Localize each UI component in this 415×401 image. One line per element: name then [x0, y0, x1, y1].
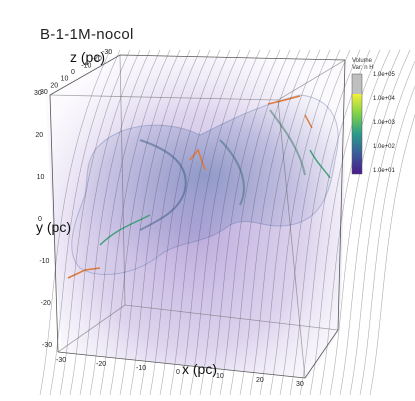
x-tick-label: 10 [216, 373, 224, 380]
y-tick-label: 10 [37, 174, 45, 181]
field-line [159, 49, 231, 396]
filament-hot [189, 148, 206, 171]
dense-cloud [71, 94, 339, 275]
field-line [129, 49, 201, 396]
filament-mid [309, 149, 331, 179]
field-line [209, 49, 281, 396]
colorbar-head [352, 74, 362, 94]
field-line [349, 60, 415, 396]
field-line [99, 49, 171, 396]
legend-tick-label: 1.0e+04 [373, 96, 395, 102]
legend-tick-label: 1.0e+03 [373, 120, 395, 126]
legend-tick-label: 1.0e+05 [373, 72, 395, 78]
x-tick-label: -30 [56, 357, 66, 364]
y-tick-label: -10 [39, 258, 49, 265]
z-tick-label: 10 [61, 76, 69, 83]
field-line [239, 49, 311, 396]
legend-tick-label: 1.0e+02 [373, 144, 395, 150]
field-line [149, 49, 221, 396]
field-line [289, 49, 361, 396]
legend-title-line2: Var: n H [352, 65, 374, 71]
magnetic-field-lines [39, 49, 415, 396]
field-line [119, 49, 191, 396]
field-line [109, 49, 181, 396]
legend-tick-label: 1.0e+01 [373, 168, 395, 174]
x-tick-label: -20 [96, 361, 106, 368]
z-tick-label: 30 [40, 89, 48, 96]
x-tick-label: 20 [256, 377, 264, 384]
field-line [249, 49, 321, 396]
x-axis-label: x (pc) [182, 361, 217, 377]
x-tick-label: 0 [176, 369, 180, 376]
y-tick-label: -30 [42, 342, 52, 349]
field-line [169, 49, 241, 396]
z-tick-label: -30 [102, 49, 112, 56]
filament-hot [67, 267, 101, 279]
field-line [199, 49, 271, 396]
field-line [139, 49, 211, 396]
cloud-wisp [139, 139, 187, 231]
field-line [189, 49, 261, 396]
bounding-box [49, 54, 346, 379]
field-line [269, 49, 341, 396]
colorbar-legend: Volume Var: n H 1.0e+05 1.0e+04 1.0e+03 1.0… [350, 58, 410, 174]
field-line [39, 49, 111, 396]
field-line [259, 49, 331, 396]
cloud-wisp [219, 139, 245, 206]
field-line [219, 49, 291, 396]
field-line [329, 49, 401, 396]
filament-hot [267, 95, 301, 105]
x-tick-label: 30 [296, 381, 304, 388]
field-line [319, 49, 391, 396]
field-line [79, 49, 151, 396]
field-line [229, 49, 301, 396]
legend-title: Volume Var: n H [350, 58, 374, 72]
field-line [299, 49, 371, 396]
x-axis-ticks: -30 -20 -10 0 10 20 30 [56, 357, 304, 388]
y-axis-label: y (pc) [36, 219, 71, 235]
z-axis-label: z (pc) [70, 49, 105, 65]
y-tick-label: -20 [41, 300, 51, 307]
z-tick-label: 20 [50, 82, 58, 89]
colorbar [352, 94, 362, 174]
field-line [49, 49, 121, 396]
field-line [359, 85, 415, 396]
legend-title-line1: Volume [352, 58, 373, 64]
field-line [69, 49, 141, 396]
y-tick-label: 30 [34, 90, 42, 97]
z-tick-label: 0 [71, 69, 75, 76]
field-line [59, 49, 131, 396]
z-tick-label: -10 [81, 62, 91, 69]
field-line [339, 49, 411, 396]
z-tick-label: -20 [92, 56, 102, 63]
y-tick-label: 20 [35, 132, 43, 139]
field-line [279, 49, 351, 396]
field-line [179, 49, 251, 396]
filament-hot [304, 114, 313, 129]
y-axis-ticks: 30 20 10 0 -10 -20 -30 [34, 90, 52, 349]
cloud-wisp [269, 109, 306, 176]
x-tick-label: -10 [136, 365, 146, 372]
field-line [369, 114, 415, 396]
y-tick-label: 0 [38, 216, 42, 223]
figure-title: B-1-1M-nocol [40, 26, 134, 43]
colorbar-shade [351, 73, 363, 175]
